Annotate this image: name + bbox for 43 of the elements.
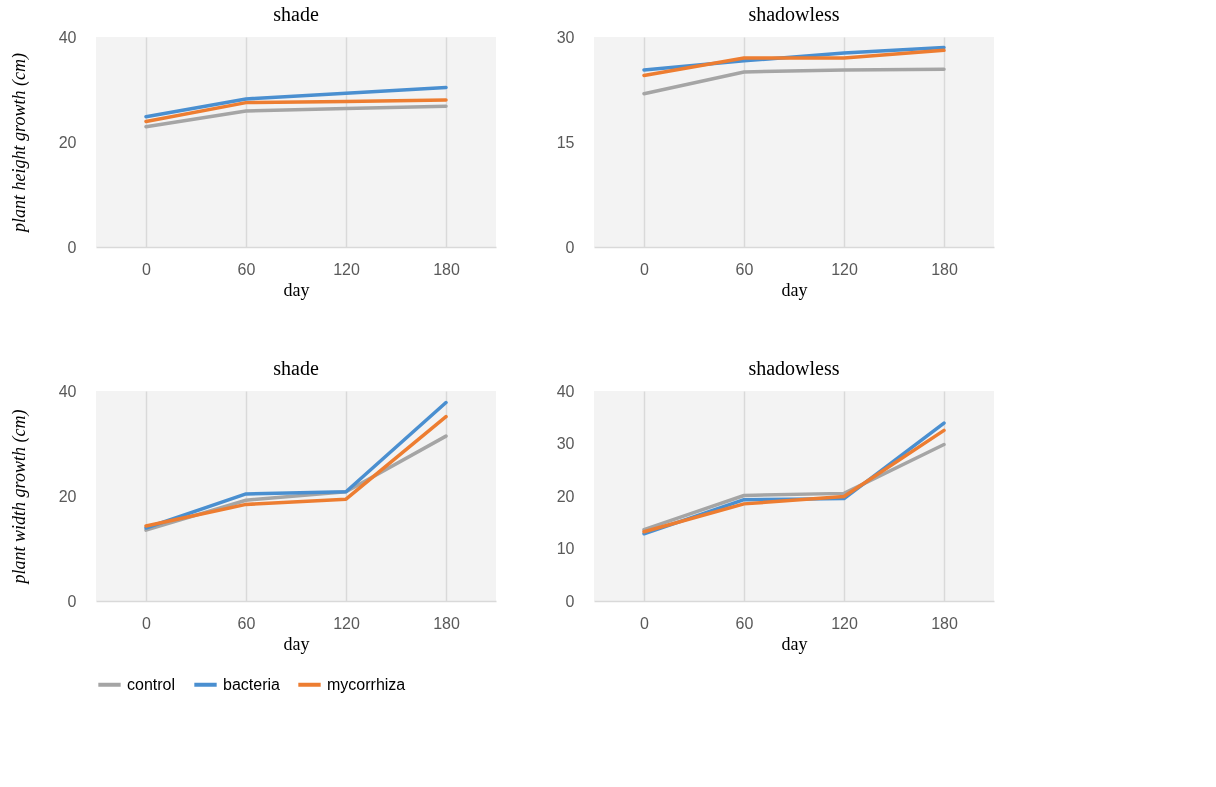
- y-tick-label: 20: [556, 487, 575, 505]
- x-tick-label: 0: [142, 614, 152, 632]
- chart-title: shadowless: [748, 3, 840, 25]
- y-tick-label: 20: [58, 487, 77, 505]
- x-tick-label: 180: [433, 614, 460, 632]
- y-tick-label: 40: [58, 382, 77, 400]
- x-tick-label: 0: [640, 614, 650, 632]
- chart-title: shade: [273, 3, 319, 25]
- x-tick-label: 180: [931, 260, 958, 278]
- y-tick-label: 0: [67, 592, 77, 610]
- y-tick-label: 40: [58, 28, 77, 46]
- x-tick-label: 60: [735, 260, 754, 278]
- chart-title: shade: [273, 357, 319, 379]
- x-tick-label: 180: [931, 614, 958, 632]
- x-tick-label: 0: [142, 260, 152, 278]
- y-axis-title: plant height growth (cm): [8, 53, 30, 234]
- y-tick-label: 10: [556, 540, 575, 557]
- y-tick-label: 0: [67, 238, 77, 256]
- y-tick-label: 0: [565, 592, 575, 610]
- x-tick-label: 120: [831, 260, 858, 278]
- x-tick-label: 60: [237, 614, 256, 632]
- x-axis-title: day: [283, 279, 310, 300]
- x-tick-label: 120: [333, 260, 360, 278]
- y-tick-label: 40: [556, 382, 575, 400]
- x-axis-title: day: [283, 633, 310, 654]
- x-tick-label: 60: [237, 260, 256, 278]
- x-tick-label: 0: [640, 260, 650, 278]
- y-tick-label: 30: [556, 28, 575, 46]
- x-tick-label: 180: [433, 260, 460, 278]
- y-tick-label: 0: [565, 238, 575, 256]
- y-axis-title: plant width growth (cm): [8, 409, 30, 586]
- x-axis-title: day: [781, 633, 808, 654]
- y-tick-label: 20: [58, 133, 77, 151]
- y-tick-label: 15: [556, 133, 575, 151]
- chart-title: shadowless: [748, 357, 840, 379]
- x-tick-label: 120: [831, 614, 858, 632]
- legend-label: bacteria: [223, 675, 281, 693]
- y-tick-label: 30: [556, 435, 575, 452]
- x-tick-label: 120: [333, 614, 360, 632]
- x-tick-label: 60: [735, 614, 754, 632]
- x-axis-title: day: [781, 279, 808, 300]
- legend-label: mycorrhiza: [327, 675, 406, 693]
- legend-label: control: [127, 675, 176, 693]
